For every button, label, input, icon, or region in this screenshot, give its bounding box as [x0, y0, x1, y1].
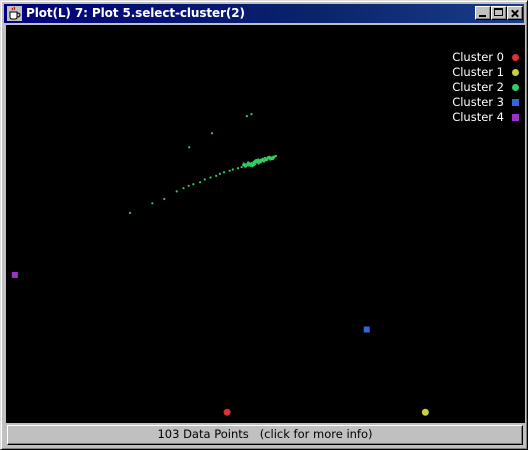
data-point-cluster-2[interactable] [257, 158, 260, 161]
legend-item-cluster-2: Cluster 2 [452, 80, 519, 95]
data-point-cluster-2[interactable] [258, 161, 261, 164]
data-point-cluster-2[interactable] [270, 158, 273, 161]
data-point-cluster-2[interactable] [236, 167, 240, 170]
data-point-cluster-2[interactable] [243, 163, 246, 166]
legend-swatch-cluster-4 [512, 114, 519, 121]
data-point-cluster-2[interactable] [267, 156, 270, 159]
data-point-cluster-2[interactable] [187, 184, 190, 187]
legend-label: Cluster 0 [452, 50, 504, 64]
maximize-button[interactable] [491, 6, 507, 20]
legend-label: Cluster 3 [452, 95, 504, 109]
legend-swatch-cluster-2 [512, 84, 519, 91]
data-point-cluster-2[interactable] [250, 162, 253, 165]
data-point-cluster-2[interactable] [249, 164, 253, 167]
data-point-cluster-2[interactable] [260, 160, 263, 163]
legend-item-cluster-1: Cluster 1 [452, 65, 519, 80]
data-points-info-button[interactable]: 103 Data Points (click for more info) [7, 425, 523, 445]
data-point-cluster-2[interactable] [265, 158, 269, 162]
legend: Cluster 0 Cluster 1 Cluster 2 Cluster 3 … [452, 50, 519, 125]
data-point-cluster-2[interactable] [240, 165, 243, 169]
legend-label: Cluster 2 [452, 80, 504, 94]
legend-swatch-cluster-1 [512, 69, 519, 76]
data-point-cluster-1[interactable] [421, 408, 429, 416]
data-point-cluster-2[interactable] [264, 157, 268, 160]
data-point-cluster-2[interactable] [244, 165, 247, 168]
data-point-cluster-4[interactable] [11, 271, 18, 278]
data-point-cluster-2[interactable] [259, 158, 262, 162]
data-point-cluster-3[interactable] [363, 326, 370, 333]
data-point-cluster-2[interactable] [175, 190, 178, 193]
window-title: Plot(L) 7: Plot 5.select-cluster(2) [26, 6, 245, 20]
data-point-cluster-2[interactable] [128, 211, 132, 214]
data-point-cluster-2[interactable] [215, 174, 218, 177]
legend-swatch-cluster-3 [512, 99, 519, 106]
data-point-cluster-2[interactable] [163, 197, 166, 201]
data-point-cluster-2[interactable] [199, 181, 202, 184]
data-point-cluster-2[interactable] [210, 132, 214, 135]
minimize-button[interactable] [475, 6, 491, 20]
title-bar[interactable]: Plot(L) 7: Plot 5.select-cluster(2) [4, 4, 524, 23]
data-point-cluster-2[interactable] [261, 158, 265, 161]
data-point-cluster-2[interactable] [231, 168, 234, 171]
legend-item-cluster-4: Cluster 4 [452, 110, 519, 125]
data-point-cluster-2[interactable] [262, 160, 266, 163]
data-point-cluster-2[interactable] [151, 202, 154, 205]
data-point-cluster-2[interactable] [209, 176, 212, 179]
data-point-cluster-2[interactable] [228, 169, 231, 172]
legend-item-cluster-0: Cluster 0 [452, 50, 519, 65]
legend-item-cluster-3: Cluster 3 [452, 95, 519, 110]
legend-label: Cluster 4 [452, 110, 504, 124]
data-point-cluster-2[interactable] [250, 113, 253, 116]
scatter-plot[interactable]: Cluster 0 Cluster 1 Cluster 2 Cluster 3 … [6, 25, 525, 423]
data-point-cluster-2[interactable] [247, 164, 250, 167]
data-point-cluster-2[interactable] [203, 178, 206, 181]
legend-swatch-cluster-0 [512, 54, 519, 61]
data-point-cluster-2[interactable] [222, 171, 226, 174]
close-button[interactable] [507, 6, 523, 20]
data-point-cluster-2[interactable] [218, 172, 221, 175]
data-point-cluster-2[interactable] [192, 183, 195, 186]
data-point-cluster-0[interactable] [223, 408, 231, 416]
data-point-cluster-2[interactable] [245, 115, 248, 118]
data-point-cluster-2[interactable] [246, 162, 249, 165]
data-point-cluster-2[interactable] [252, 160, 255, 164]
data-point-cluster-2[interactable] [188, 146, 191, 149]
data-point-cluster-2[interactable] [273, 155, 276, 158]
plot-canvas[interactable] [6, 25, 525, 423]
data-point-cluster-2[interactable] [252, 163, 256, 167]
java-cup-icon[interactable] [7, 6, 22, 21]
legend-label: Cluster 1 [452, 65, 504, 79]
data-point-cluster-2[interactable] [182, 187, 185, 190]
data-point-cluster-2[interactable] [254, 159, 257, 162]
